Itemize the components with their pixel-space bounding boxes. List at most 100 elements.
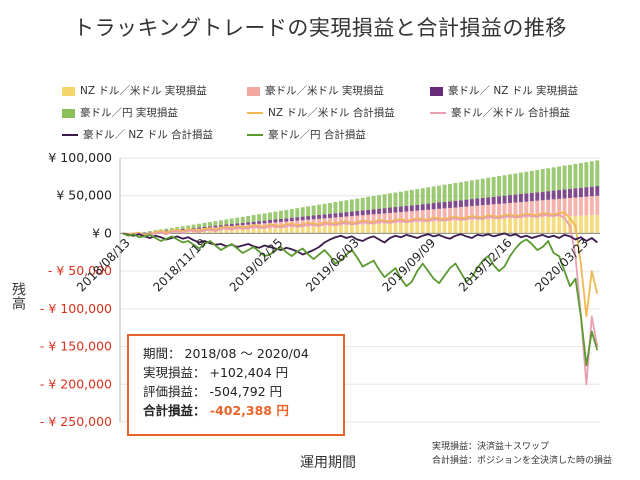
legend-label: 豪ドル／ NZ ドル 合計損益 — [83, 129, 214, 141]
bar — [557, 166, 562, 191]
bar — [491, 219, 496, 234]
bar — [475, 205, 480, 220]
y-tick-label: ¥ 100,000 — [48, 150, 112, 165]
bar — [153, 230, 158, 232]
bar — [546, 199, 551, 217]
bar — [584, 162, 589, 188]
bar — [497, 219, 502, 234]
bar — [251, 221, 256, 225]
bar — [568, 164, 572, 189]
summary-total: 合計損益： -402,388 円 — [143, 401, 343, 420]
bar — [573, 188, 578, 198]
bar — [431, 221, 436, 234]
bar — [491, 196, 496, 205]
bar — [518, 202, 523, 219]
bar — [584, 196, 589, 216]
legend-item: 豪ドル／米ドル 実現損益 — [247, 84, 384, 98]
bar — [546, 216, 551, 234]
bar — [453, 200, 458, 208]
bar — [300, 227, 305, 234]
legend-swatch — [430, 86, 443, 96]
bar — [360, 210, 365, 216]
bar — [328, 226, 332, 234]
bar — [311, 215, 316, 220]
bar — [191, 224, 196, 228]
bar — [562, 165, 567, 190]
bar — [388, 207, 392, 213]
bar — [164, 230, 169, 232]
series-line — [122, 232, 598, 256]
bar — [235, 229, 240, 234]
bar — [480, 178, 485, 198]
bar — [360, 224, 365, 234]
bar — [513, 218, 518, 234]
bar — [289, 217, 294, 222]
bar — [268, 228, 272, 234]
bar — [360, 197, 365, 211]
bar — [366, 209, 371, 215]
legend: NZ ドル／米ドル 実現損益 豪ドル／米ドル 実現損益 豪ドル／ NZ ドル 実… — [62, 84, 622, 146]
bar — [458, 182, 463, 201]
bar — [578, 163, 583, 188]
legend-swatch — [430, 112, 446, 114]
bar — [595, 160, 600, 187]
bar — [322, 226, 327, 234]
bar — [317, 204, 322, 215]
bar — [224, 224, 229, 227]
bar — [595, 186, 600, 196]
bar — [513, 173, 518, 195]
bar — [502, 203, 507, 219]
bar — [306, 216, 311, 220]
legend-label: 豪ドル／ NZ ドル 実現損益 — [448, 85, 579, 97]
legend-item: 豪ドル／ NZ ドル 合計損益 — [62, 128, 213, 142]
bar — [328, 202, 332, 214]
x-axis-label: 運用期間 — [300, 455, 356, 471]
summary-period: 期間： 2018/08 ～ 2020/04 — [143, 344, 343, 363]
legend-item: 豪ドル／米ドル 合計損益 — [430, 106, 570, 120]
bar — [235, 223, 240, 226]
bar — [328, 213, 332, 218]
bar — [180, 226, 185, 229]
bar — [415, 222, 420, 234]
bar — [349, 211, 354, 217]
bar — [197, 223, 202, 228]
bar — [486, 204, 491, 220]
bar — [344, 212, 349, 217]
bar — [273, 219, 278, 223]
bar — [208, 231, 212, 234]
bar — [491, 204, 496, 220]
bar — [584, 215, 589, 234]
bar — [578, 215, 583, 234]
bar — [557, 190, 562, 199]
bar — [546, 191, 551, 200]
legend-item: 豪ドル／円 実現損益 — [62, 106, 178, 120]
bar — [240, 216, 245, 223]
summary-box: 期間： 2018/08 ～ 2020/04 実現損益： +102,404 円 評… — [127, 334, 345, 436]
bar — [300, 216, 305, 221]
bar — [322, 214, 327, 219]
bar — [235, 217, 240, 224]
y-tick-label: - ¥ 50,000 — [48, 263, 112, 278]
summary-total-value: -402,388 円 — [209, 403, 289, 418]
bar — [398, 223, 403, 234]
bar — [540, 191, 545, 201]
bar — [502, 218, 507, 234]
bar — [398, 212, 403, 224]
bar — [388, 223, 392, 234]
bar — [540, 169, 545, 192]
bar — [404, 211, 409, 223]
bar — [589, 196, 594, 216]
bar — [349, 216, 354, 226]
bar — [486, 177, 491, 198]
bar — [562, 216, 567, 234]
bar — [229, 230, 234, 234]
bar — [229, 224, 234, 227]
bar — [278, 218, 283, 222]
bar — [409, 189, 414, 206]
bar — [508, 195, 512, 203]
bar — [213, 221, 218, 226]
bar — [169, 232, 174, 234]
series-line — [122, 213, 599, 386]
bar — [453, 182, 458, 201]
bar — [344, 200, 349, 213]
